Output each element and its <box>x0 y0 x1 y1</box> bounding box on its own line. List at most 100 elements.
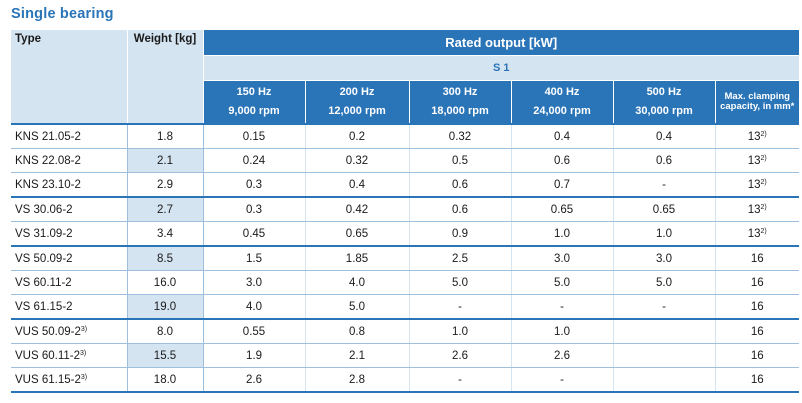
clamp-text: 16 <box>750 373 764 386</box>
cell-weight: 2.1 <box>126 148 204 173</box>
cell-output-200hz: 2.8 <box>304 367 409 393</box>
cell-weight: 18.0 <box>126 367 204 393</box>
header-s1: S 1 <box>203 55 800 81</box>
type-text: VUS 60.11-2 <box>15 349 80 362</box>
cell-type: KNS 23.10-2 <box>11 172 127 198</box>
cell-output-200hz: 0.32 <box>304 148 409 173</box>
cell-output-200hz: 0.42 <box>304 197 409 222</box>
cell-type: VS 60.11-2 <box>11 270 127 295</box>
cell-clamping: 16 <box>714 367 800 393</box>
cell-output-200hz: 4.0 <box>304 270 409 295</box>
cell-output-500hz: 0.6 <box>612 148 715 173</box>
clamp-text: 13 <box>747 227 761 240</box>
cell-output-400hz: 1.0 <box>510 221 613 247</box>
cell-output-300hz: 2.5 <box>408 246 511 271</box>
footnote-marker: 2) <box>760 154 767 162</box>
footnote-marker: 3) <box>80 325 88 333</box>
clamp-text: 16 <box>750 300 764 313</box>
clamp-text: 13 <box>747 130 761 143</box>
cell-clamping: 16 <box>714 294 800 320</box>
table-row: VUS 60.11-23) 15.5 1.9 2.1 2.6 2.6 16 <box>11 343 800 368</box>
cell-type: VUS 50.09-23) <box>11 319 127 344</box>
cell-output-500hz <box>612 367 715 393</box>
freq-hz: 200 Hz <box>339 86 375 98</box>
clamp-text: 16 <box>750 325 764 338</box>
cell-type: VUS 61.15-23) <box>11 367 127 393</box>
cell-output-150hz: 0.15 <box>203 124 305 149</box>
freq-hz: 400 Hz <box>544 86 580 98</box>
table-row: VS 61.15-2 19.0 4.0 5.0- - -16 <box>11 294 800 320</box>
freq-hz: 150 Hz <box>236 86 272 98</box>
header-type: Type <box>11 30 128 125</box>
cell-clamping: 132) <box>714 124 800 149</box>
table-row: KNS 23.10-2 2.9 0.3 0.4 0.6 0.7-132) <box>11 172 800 198</box>
cell-output-300hz: 5.0 <box>408 270 511 295</box>
clamp-text: 13 <box>747 154 761 167</box>
footnote-marker: 2) <box>760 178 767 186</box>
clamp-text: 16 <box>750 252 764 265</box>
cell-output-500hz: 0.65 <box>612 197 715 222</box>
cell-output-400hz: 0.7 <box>510 172 613 198</box>
cell-output-500hz: 0.4 <box>612 124 715 149</box>
type-text: VS 30.06-2 <box>15 203 73 216</box>
cell-output-300hz: 0.9 <box>408 221 511 247</box>
cell-output-400hz: 1.0 <box>510 319 613 344</box>
cell-output-400hz: 0.65 <box>510 197 613 222</box>
cell-output-300hz: 2.6 <box>408 343 511 368</box>
cell-output-500hz: 3.0 <box>612 246 715 271</box>
cell-weight: 15.5 <box>126 343 204 368</box>
freq-hz: 500 Hz <box>646 86 682 98</box>
freq-rpm: 12,000 rpm <box>328 105 386 117</box>
cell-clamping: 16 <box>714 270 800 295</box>
cell-output-200hz: 0.2 <box>304 124 409 149</box>
cell-output-300hz: 0.6 <box>408 197 511 222</box>
cell-clamping: 132) <box>714 148 800 173</box>
cell-type: VS 61.15-2 <box>11 294 127 320</box>
cell-output-400hz: - <box>510 367 613 393</box>
header-freq-400: 400 Hz 24,000 rpm <box>510 80 613 125</box>
cell-output-400hz: 3.0 <box>510 246 613 271</box>
type-text: KNS 23.10-2 <box>15 178 81 191</box>
cell-output-500hz: 5.0 <box>612 270 715 295</box>
header-freq-500: 500 Hz 30,000 rpm <box>612 80 715 125</box>
cell-type: VS 50.09-2 <box>11 246 127 271</box>
cell-output-400hz: 0.6 <box>510 148 613 173</box>
cell-output-400hz: - <box>510 294 613 320</box>
header-rated-output: Rated output [kW] <box>203 30 800 56</box>
cell-output-200hz: 0.8 <box>304 319 409 344</box>
type-text: VS 31.09-2 <box>15 227 73 240</box>
cell-output-300hz: - <box>408 294 511 320</box>
type-text: KNS 22.08-2 <box>15 154 81 167</box>
cell-output-300hz: 0.32 <box>408 124 511 149</box>
cell-output-200hz: 0.4 <box>304 172 409 198</box>
cell-output-150hz: 2.6 <box>203 367 305 393</box>
cell-weight: 2.9 <box>126 172 204 198</box>
cell-output-150hz: 0.3 <box>203 197 305 222</box>
footnote-marker: 2) <box>760 203 767 211</box>
header-freq-200: 200 Hz 12,000 rpm <box>304 80 409 125</box>
cell-output-150hz: 0.24 <box>203 148 305 173</box>
table-row: KNS 21.05-2 1.8 0.15 0.2 0.32 0.4 0.4 132) <box>11 124 800 149</box>
cell-output-300hz: 1.0 <box>408 319 511 344</box>
cell-clamping: 16 <box>714 319 800 344</box>
cell-type: KNS 22.08-2 <box>11 148 127 173</box>
cell-weight: 1.8 <box>126 124 204 149</box>
footnote-marker: 2) <box>760 130 767 138</box>
cell-output-500hz: 1.0 <box>612 221 715 247</box>
header-freq-300: 300 Hz 18,000 rpm <box>408 80 511 125</box>
cell-output-150hz: 3.0 <box>203 270 305 295</box>
cell-output-500hz <box>612 343 715 368</box>
cell-type: VUS 60.11-23) <box>11 343 127 368</box>
clamp-text: 16 <box>750 276 764 289</box>
cell-output-400hz: 5.0 <box>510 270 613 295</box>
cell-output-400hz: 0.4 <box>510 124 613 149</box>
type-text: VS 50.09-2 <box>15 252 73 265</box>
clamp-text: 16 <box>750 349 764 362</box>
footnote-marker: 3) <box>80 373 88 381</box>
header-freq-150: 150 Hz 9,000 rpm <box>202 80 305 125</box>
table-row: VS 50.09-2 8.5 1.5 1.85 2.5 3.0 3.0 16 <box>11 246 800 271</box>
cell-weight: 8.0 <box>126 319 204 344</box>
cell-output-150hz: 1.5 <box>203 246 305 271</box>
cell-clamping: 16 <box>714 343 800 368</box>
cell-output-400hz: 2.6 <box>510 343 613 368</box>
